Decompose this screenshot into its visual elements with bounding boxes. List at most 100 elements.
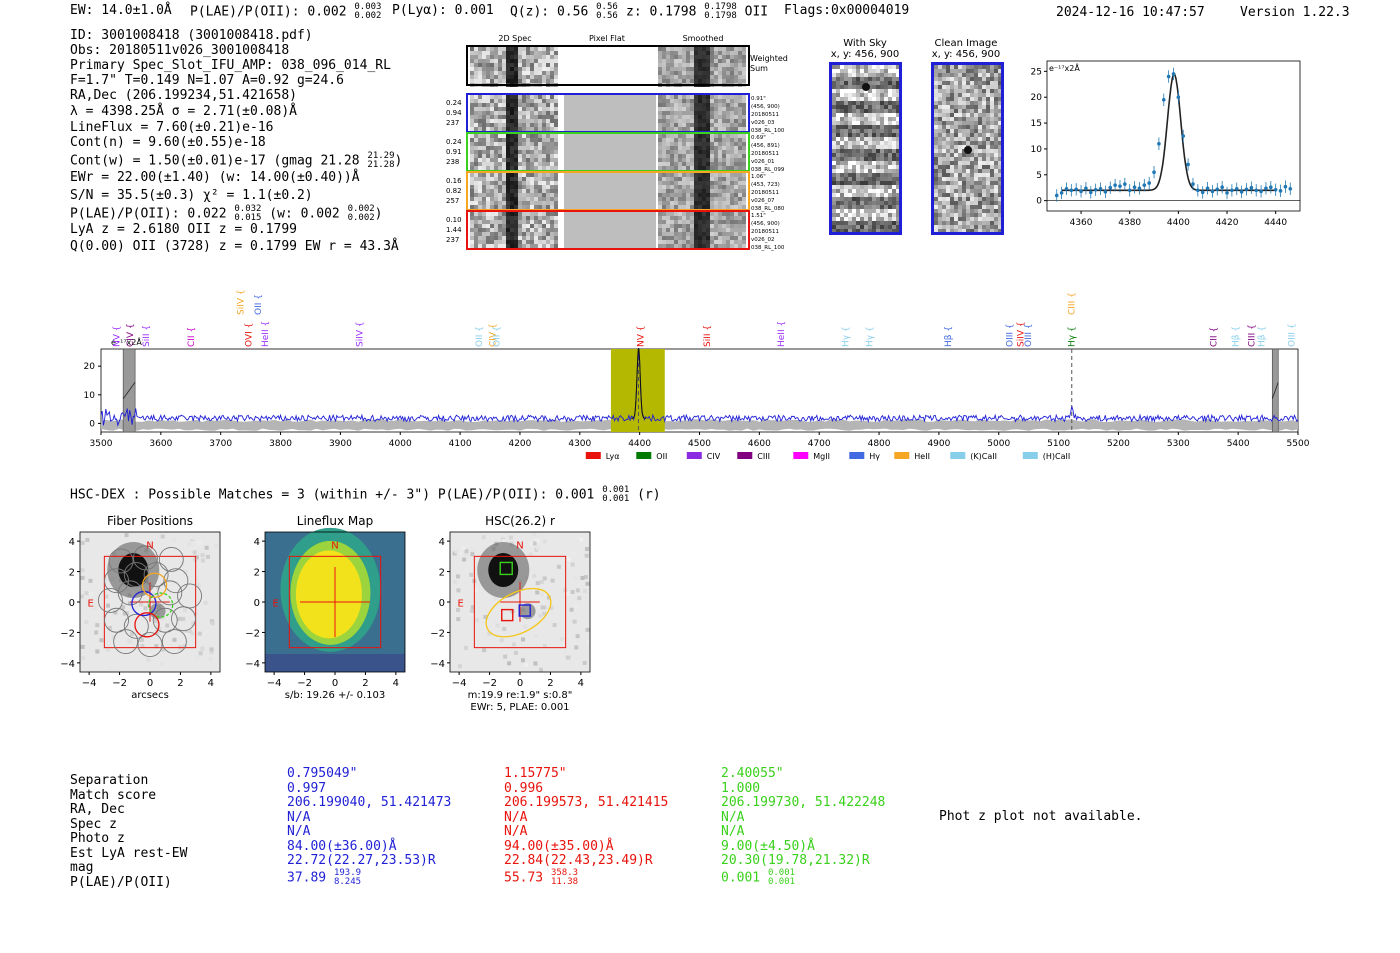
with-sky-image-pixel (836, 161, 840, 165)
with-sky-image-pixel (868, 129, 872, 133)
fiber-smooth-cell (690, 236, 694, 240)
clean-image-pixel (942, 153, 946, 157)
fiber-flat-cell (624, 173, 628, 177)
fiber-spec-cell (526, 146, 530, 150)
fiber-spec-cell (530, 177, 534, 181)
clean-image-pixel (942, 81, 946, 85)
fiber-flat-cell (604, 240, 608, 244)
with-sky-image-pixel (848, 97, 852, 101)
with-sky-image-pixel (876, 197, 880, 201)
with-sky-image-pixel (868, 145, 872, 149)
fiber-flat-cell (572, 127, 576, 131)
fiber-flat-cell (640, 142, 644, 146)
fiber-spec-cell (502, 212, 506, 216)
fiber-spec-cell (482, 244, 486, 248)
with-sky-image-pixel (868, 133, 872, 137)
with-sky-image-pixel (868, 117, 872, 121)
fiber-flat-cell (612, 119, 616, 123)
with-sky-image-pixel (844, 117, 848, 121)
with-sky-image-pixel (848, 117, 852, 121)
weighted-label-1: Weighted (750, 54, 788, 63)
with-sky-image-pixel (848, 157, 852, 161)
fiber-spec-cell (486, 107, 490, 111)
with-sky-image-pixel (880, 125, 884, 129)
fiber-flat-cell (644, 111, 648, 115)
fiber-smooth-cell (702, 201, 706, 205)
with-sky-image-pixel (836, 109, 840, 113)
with-sky-image-pixel (888, 117, 892, 121)
clean-image-pixel (942, 129, 946, 133)
fiber-smooth-cell (726, 177, 730, 181)
fiber-flat-cell (636, 103, 640, 107)
legend-swatch (585, 452, 601, 459)
fiber-smooth-cell (682, 146, 686, 150)
fiber-spec-cell (550, 228, 554, 232)
fiber-spec-cell (482, 201, 486, 205)
clean-image-pixel (934, 217, 938, 221)
weighted-flat-cell (634, 63, 638, 67)
fiber-flat-cell (600, 189, 604, 193)
with-sky-image-pixel (840, 97, 844, 101)
fiber-flat-cell (568, 177, 572, 181)
fiber-spec-cell (526, 240, 530, 244)
clean-image-pixel (990, 105, 994, 109)
with-sky-image-pixel (844, 149, 848, 153)
with-sky-image-pixel (892, 121, 896, 125)
zoom-data-point (1142, 183, 1147, 187)
with-sky-image-pixel (872, 165, 876, 169)
fiber-smooth-cell (678, 216, 682, 220)
fiber-smooth-cell (678, 177, 682, 181)
fiber-smooth-cell (734, 115, 738, 119)
spectrum-ytick-label: 10 (84, 391, 96, 401)
fiber-flat-cell (564, 228, 568, 232)
weighted-flat-cell (598, 59, 602, 63)
with-sky-image-pixel (860, 141, 864, 145)
fiber-flat-cell (620, 232, 624, 236)
with-sky-image-pixel (892, 65, 896, 69)
with-sky-image-pixel (892, 85, 896, 89)
zoom-xtick-label: 4380 (1118, 218, 1141, 228)
weighted-smooth-cell (718, 71, 722, 75)
legend-label: (H)CaII (1043, 452, 1070, 461)
clean-image-pixel (958, 113, 962, 117)
fiber-col-title: 2D Spec (498, 34, 531, 43)
fiber-spec-cell (470, 224, 474, 228)
fiber-flat-cell (600, 95, 604, 99)
clean-image-pixel (974, 189, 978, 193)
fiber-flat-cell (592, 197, 596, 201)
fiber-right-label: v026_03 (751, 120, 775, 126)
fiber-smooth-cell (718, 123, 722, 127)
fiber-left-label: 0.82 (446, 187, 462, 195)
fiber-flat-cell (588, 212, 592, 216)
with-sky-image-pixel (848, 169, 852, 173)
clean-image-pixel (974, 85, 978, 89)
fiber-smooth-cell (666, 173, 670, 177)
fiber-flat-cell (592, 201, 596, 205)
weighted-smooth-cell (682, 55, 686, 59)
fiber-smooth-cell (686, 244, 690, 248)
fiber-smooth-cell (674, 189, 678, 193)
with-sky-image-pixel (836, 141, 840, 145)
fiber-smooth-cell (718, 158, 722, 162)
fiber-smooth-cell (662, 158, 666, 162)
with-sky-image-pixel (892, 157, 896, 161)
clean-image-pixel (982, 117, 986, 121)
hsc-noise-pixel (139, 602, 144, 607)
weighted-smooth-cell (706, 47, 710, 51)
fiber-flat-cell (568, 111, 572, 115)
fiber-flat-cell (584, 189, 588, 193)
weighted-smooth-cell (722, 47, 726, 51)
with-sky-image-pixel (892, 229, 896, 233)
fiber-smooth-cell (666, 99, 670, 103)
fiber-spec-cell (482, 99, 486, 103)
with-sky-image-pixel (832, 113, 836, 117)
clean-image-pixel (986, 105, 990, 109)
weighted-smooth-cell (674, 47, 678, 51)
fiber-flat-cell (620, 212, 624, 216)
with-sky-image-pixel (844, 165, 848, 169)
fiber-smooth-cell (658, 99, 662, 103)
clean-image-pixel (978, 209, 982, 213)
weighted-smooth-cell (718, 59, 722, 63)
weighted-smooth-cell (682, 71, 686, 75)
